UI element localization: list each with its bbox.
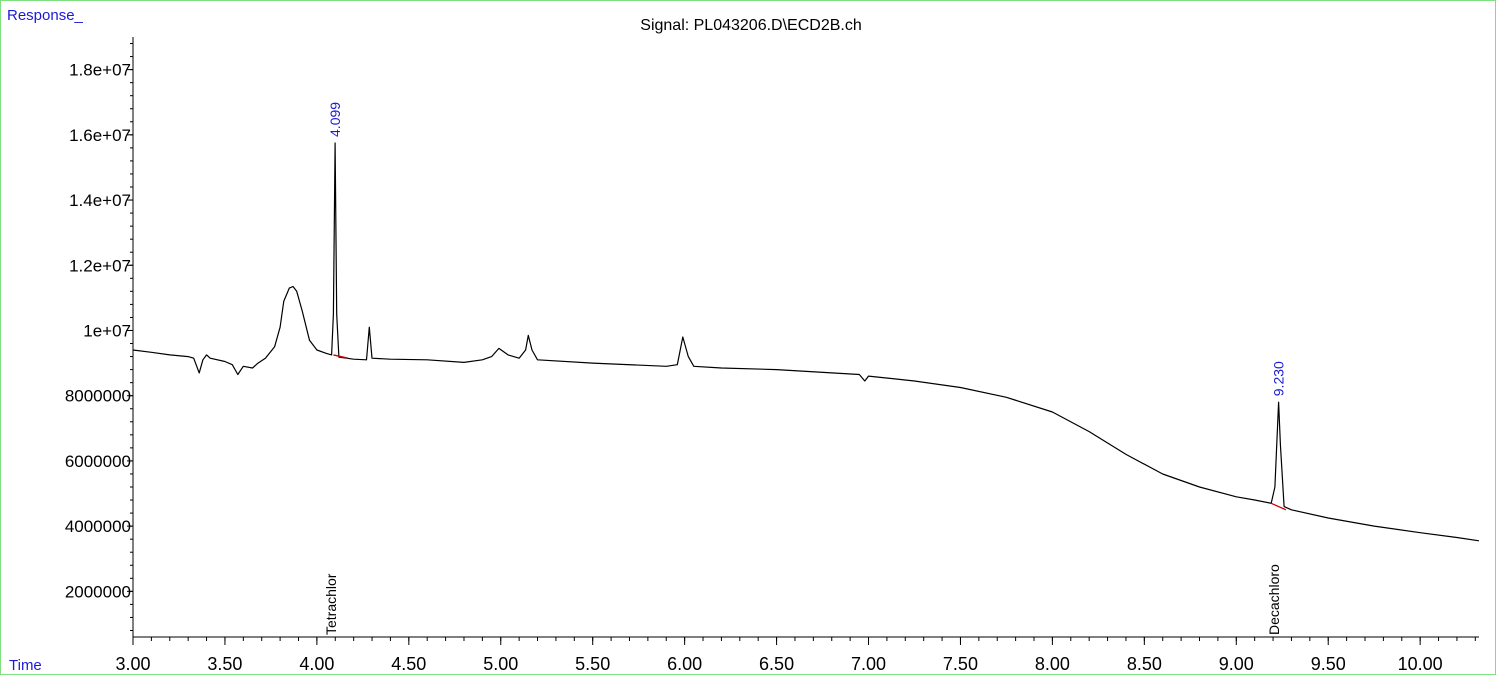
chromatogram-trace	[132, 142, 1480, 542]
y-tick-label: 8000000	[65, 387, 131, 406]
x-tick-label: 5.50	[575, 654, 610, 674]
chart-title: Signal: PL043206.D\ECD2B.ch	[640, 17, 862, 34]
integration-baseline	[1270, 502, 1287, 511]
x-tick-label: 3.00	[115, 654, 150, 674]
peak-retention-label: 4.099	[327, 102, 343, 137]
y-tick-label: 1.6e+07	[69, 126, 131, 145]
x-tick-label: 3.50	[207, 654, 242, 674]
x-tick-label: 7.00	[851, 654, 886, 674]
x-tick-label: 6.00	[667, 654, 702, 674]
x-tick-label: 10.00	[1398, 654, 1443, 674]
compound-label: Tetrachlor	[323, 573, 339, 635]
peak-retention-label: 9.230	[1271, 361, 1287, 396]
compound-label: Decachloro	[1266, 564, 1282, 635]
y-axis-label: Response_	[7, 7, 83, 24]
integration-baseline	[333, 354, 349, 359]
y-tick-label: 1.4e+07	[69, 191, 131, 210]
x-tick-label: 7.50	[943, 654, 978, 674]
x-axis-label: Time	[9, 657, 42, 674]
y-tick-label: 4000000	[65, 517, 131, 536]
x-tick-label: 8.50	[1127, 654, 1162, 674]
x-tick-label: 9.00	[1219, 654, 1254, 674]
x-tick-label: 4.50	[391, 654, 426, 674]
y-tick-label: 6000000	[65, 452, 131, 471]
y-tick-label: 1.8e+07	[69, 61, 131, 80]
x-tick-label: 8.00	[1035, 654, 1070, 674]
x-tick-label: 6.50	[759, 654, 794, 674]
y-tick-label: 2000000	[65, 582, 131, 601]
y-tick-label: 1.2e+07	[69, 256, 131, 275]
x-tick-label: 9.50	[1311, 654, 1346, 674]
x-tick-label: 4.00	[299, 654, 334, 674]
x-tick-label: 5.00	[483, 654, 518, 674]
y-tick-label: 1e+07	[83, 321, 131, 340]
